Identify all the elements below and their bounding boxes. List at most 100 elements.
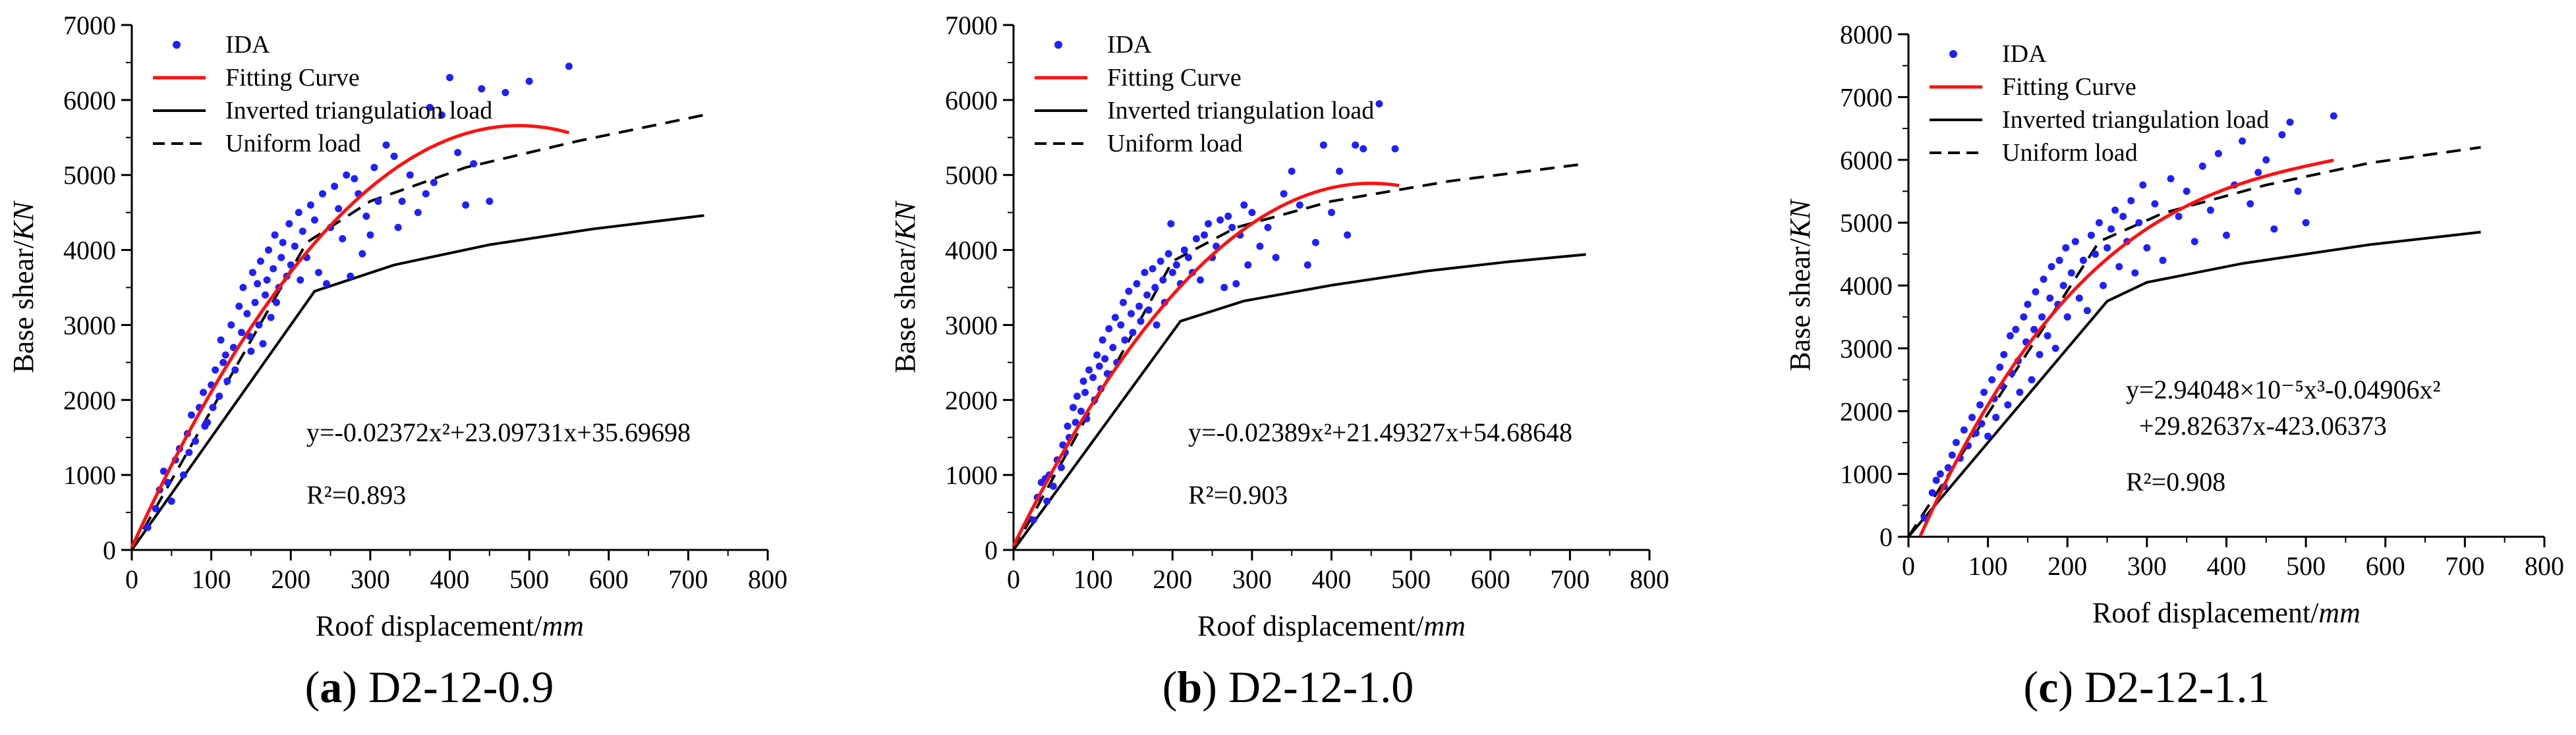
p2-ida-point <box>1976 401 1984 409</box>
p0-x-tick-label: 800 <box>748 564 787 594</box>
p0-ida-point <box>152 504 159 512</box>
p1-ida-point <box>1201 231 1208 239</box>
p0-ida-point <box>238 329 245 337</box>
p2-ida-point <box>2104 244 2111 252</box>
p2-ida-point <box>2059 282 2067 289</box>
p1-ida-point <box>1093 351 1101 359</box>
caption-c-letter: c <box>2038 662 2059 712</box>
p1-legend-fit-label: Fitting Curve <box>1107 64 1242 92</box>
p1-ida-point <box>1360 145 1367 153</box>
p2-ida-point <box>2175 213 2183 221</box>
p0-ida-point <box>454 149 462 157</box>
p1-ida-point <box>1197 276 1204 284</box>
p0-ida-point <box>167 497 175 505</box>
p0-x-tick-label: 0 <box>125 564 138 594</box>
p1-ida-point <box>1288 167 1296 175</box>
p2-ida-point <box>2063 313 2071 321</box>
p0-ida-point <box>204 418 212 426</box>
p1-ida-point <box>1184 254 1192 261</box>
p1-ida-point <box>1220 284 1228 291</box>
p2-ida-point <box>1944 464 1952 472</box>
p1-equation: y=-0.02389x²+21.49327x+54.68648 <box>1188 418 1572 447</box>
p1-legend-ida-label: IDA <box>1107 31 1152 59</box>
p2-ida-point <box>1984 432 1992 440</box>
p0-ida-point <box>347 272 355 280</box>
p2-ida-point <box>2167 175 2175 182</box>
p2-equation-line2: +29.82637x-423.06373 <box>2139 411 2387 441</box>
p2-ida-point <box>2302 219 2310 227</box>
p0-ida-point <box>306 201 314 209</box>
p0-ida-point <box>221 351 229 359</box>
p0-ida-point <box>438 111 445 119</box>
p2-ida-point <box>2111 206 2119 214</box>
p0-y-tick-label: 5000 <box>63 161 116 190</box>
p0-ida-point <box>315 269 322 277</box>
p0-x-tick-label: 400 <box>430 564 470 594</box>
p0-y-tick-label: 3000 <box>63 310 116 340</box>
p0-legend-fit-label: Fitting Curve <box>225 64 360 92</box>
p0-ida-point <box>227 321 235 329</box>
p2-y-tick-label: 3000 <box>1840 334 1893 364</box>
p2-ida-point <box>2087 231 2095 239</box>
p1-ida-point <box>1153 321 1160 329</box>
p0-ida-point <box>398 198 406 205</box>
p2-ida-point <box>2206 206 2214 214</box>
p1-ida-point <box>1391 145 1399 153</box>
p0-ida-point <box>192 437 199 445</box>
p2-ida-point <box>2055 256 2063 264</box>
p1-ida-point <box>1141 269 1149 277</box>
p0-ida-point <box>339 235 347 242</box>
p1-ida-point <box>1167 220 1175 228</box>
p2-ida-point <box>2223 231 2230 239</box>
caption-a-letter: a <box>320 662 343 712</box>
p1-ida-point <box>1264 223 1272 231</box>
p0-ida-point <box>270 265 277 273</box>
caption-b-letter: b <box>1177 662 1203 712</box>
p0-ida-point <box>343 171 351 179</box>
p0-ida-point <box>390 152 398 160</box>
p2-ida-point <box>1980 389 1988 396</box>
p0-ida-point <box>310 216 318 224</box>
p2-ida-point <box>2190 238 2198 246</box>
p0-ida-point <box>287 261 295 269</box>
p1-ida-point <box>1228 223 1236 231</box>
p1-x-tick-label: 100 <box>1073 564 1113 594</box>
p2-ida-point <box>2278 131 2286 139</box>
p0-ida-point <box>430 178 438 186</box>
p1-legend-inverted-label: Inverted triangulation load <box>1107 97 1374 124</box>
p1-ida-point <box>1272 254 1280 261</box>
p2-ida-point <box>2151 200 2159 207</box>
p2-legend-ida-marker <box>1949 50 1957 58</box>
p1-ida-point <box>1043 497 1051 505</box>
p0-ida-point <box>335 205 343 213</box>
p2-ida-point <box>2012 325 2020 333</box>
p2-ida-point <box>2107 225 2115 233</box>
p1-y-tick-label: 5000 <box>945 161 998 190</box>
p2-ida-point <box>2198 162 2206 170</box>
p0-ida-point <box>525 77 533 85</box>
p1-ida-point <box>1101 355 1109 363</box>
p1-ida-point <box>1352 141 1360 149</box>
p0-ida-point <box>406 171 414 179</box>
p2-ida-point <box>2239 137 2247 145</box>
p2-ida-point <box>2119 213 2127 221</box>
p2-ida-point <box>2247 200 2254 207</box>
p2-y-tick-label: 2000 <box>1840 396 1893 426</box>
p0-y-tick-label: 0 <box>103 535 116 565</box>
p2-ida-point <box>2159 256 2167 264</box>
p2-ida-point <box>2006 332 2014 340</box>
p1-ida-point <box>1216 216 1224 224</box>
p0-ida-point <box>462 201 470 209</box>
p2-ida-point <box>2040 275 2047 283</box>
p0-ida-point <box>248 269 256 277</box>
p2-ida-point <box>1968 414 1976 422</box>
p2-x-axis-label: Roof displacement/mm <box>2092 597 2361 629</box>
p1-ida-point <box>1089 373 1097 381</box>
p0-x-tick-label: 500 <box>509 564 549 594</box>
p2-x-tick-label: 0 <box>1902 551 1915 581</box>
p0-ida-point <box>159 468 167 475</box>
p2-ida-point <box>2092 250 2099 258</box>
p1-legend: IDA Fitting Curve Inverted triangulation l… <box>1035 31 1374 157</box>
p0-ida-point <box>370 163 378 171</box>
p1-ida-point <box>1137 317 1145 325</box>
